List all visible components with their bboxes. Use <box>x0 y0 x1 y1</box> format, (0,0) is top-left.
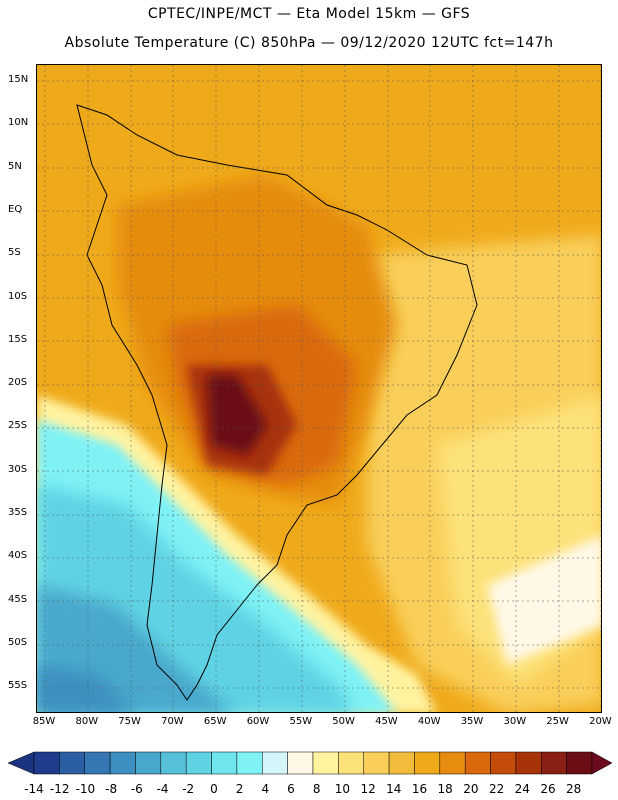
lat-label: 20S <box>8 377 28 389</box>
field-atlantic-8 <box>487 535 601 665</box>
lat-label: 45S <box>8 593 28 605</box>
colorbar-swatch <box>515 751 542 775</box>
colorbar-swatch <box>439 751 466 775</box>
colorbar-swatch <box>287 751 314 775</box>
temperature-map <box>36 64 602 713</box>
lon-label: 25W <box>546 716 569 727</box>
lon-label: 40W <box>417 716 441 727</box>
colorbar-swatch <box>414 751 441 775</box>
colorbar-swatch <box>566 751 593 775</box>
lat-label: 15N <box>8 74 29 85</box>
colorbar-swatch <box>59 751 85 775</box>
lat-label: 15S <box>8 333 28 345</box>
colorbar-swatch <box>236 751 263 775</box>
colorbar-label: 0 <box>210 782 218 796</box>
colorbar-swatch <box>135 751 162 775</box>
colorbar-swatch <box>211 751 238 775</box>
colorbar-label: 20 <box>463 782 479 796</box>
colorbar-label: 10 <box>334 782 351 796</box>
lat-label: 25S <box>8 420 28 432</box>
lat-label: 5S <box>8 247 21 259</box>
lon-label: 55W <box>289 716 313 727</box>
colorbar-label: -10 <box>75 782 96 796</box>
colorbar-label: 12 <box>360 782 376 796</box>
colorbar-swatch <box>84 751 111 775</box>
lon-label: 30W <box>503 716 527 727</box>
colorbar-swatch <box>464 751 491 775</box>
field-south-minus8 <box>37 665 135 712</box>
lon-label: 75W <box>118 716 141 727</box>
colorbar-swatch <box>33 751 60 775</box>
lat-label: 10S <box>8 290 28 302</box>
colorbar-label: 14 <box>386 782 402 796</box>
colorbar-high-triangle <box>591 751 613 775</box>
title-line-2: Absolute Temperature (C) 850hPa — 09/12/… <box>64 35 554 51</box>
colorbar-label: -6 <box>130 782 143 796</box>
lon-label: 50W <box>332 716 355 727</box>
coastline <box>76 104 478 701</box>
colorbar-swatch <box>160 751 187 775</box>
colorbar-swatch <box>185 751 212 775</box>
colorbar-label: 24 <box>514 782 530 796</box>
lat-label: 50S <box>8 636 28 648</box>
lon-label: 20W <box>589 716 612 727</box>
colorbar-swatch <box>388 751 415 775</box>
colorbar-swatch <box>363 751 390 775</box>
colorbar-label: 16 <box>411 782 428 796</box>
colorbar-swatch <box>490 751 517 775</box>
lon-label: 80W <box>75 716 99 727</box>
colorbar-swatch <box>262 751 288 775</box>
lon-label: 60W <box>246 716 270 727</box>
title-line-1: CPTEC/INPE/MCT — Eta Model 15km — GFS <box>147 6 471 22</box>
colorbar-swatch <box>109 751 136 775</box>
colorbar-label: 2 <box>235 782 244 796</box>
graticule <box>37 65 601 712</box>
colorbar-label: 22 <box>488 782 505 796</box>
lat-label: 55S <box>8 680 28 692</box>
lon-label: 35W <box>460 716 484 727</box>
colorbar-label: -12 <box>49 782 70 796</box>
colorbar-label: -14 <box>24 782 44 796</box>
colorbar <box>7 751 613 775</box>
colorbar-label: 8 <box>312 782 321 796</box>
field-continent-28 <box>207 375 267 455</box>
lat-label: EQ <box>8 203 23 215</box>
lat-label: 35S <box>8 507 28 518</box>
colorbar-label: 18 <box>437 782 453 796</box>
lon-label: 70W <box>161 716 184 727</box>
colorbar-low-triangle <box>7 751 35 775</box>
lat-label: 10N <box>8 117 29 129</box>
lat-label: 30S <box>8 463 28 475</box>
colorbar-label: 26 <box>540 782 556 796</box>
lon-label: 45W <box>375 716 398 727</box>
colorbar-label: 6 <box>287 782 295 796</box>
lon-label: 85W <box>32 716 56 727</box>
colorbar-label: 28 <box>566 782 582 796</box>
colorbar-label: -8 <box>105 782 118 796</box>
lat-label: 5N <box>8 160 22 172</box>
colorbar-swatch <box>338 751 364 775</box>
colorbar-swatch <box>312 751 339 775</box>
map-svg <box>37 65 601 712</box>
lat-label: 40S <box>8 550 28 562</box>
colorbar-label: -4 <box>156 782 169 796</box>
colorbar-label: 4 <box>261 782 270 796</box>
lon-label: 65W <box>203 716 227 727</box>
colorbar-swatch <box>541 751 567 775</box>
colorbar-label: -2 <box>182 782 195 796</box>
